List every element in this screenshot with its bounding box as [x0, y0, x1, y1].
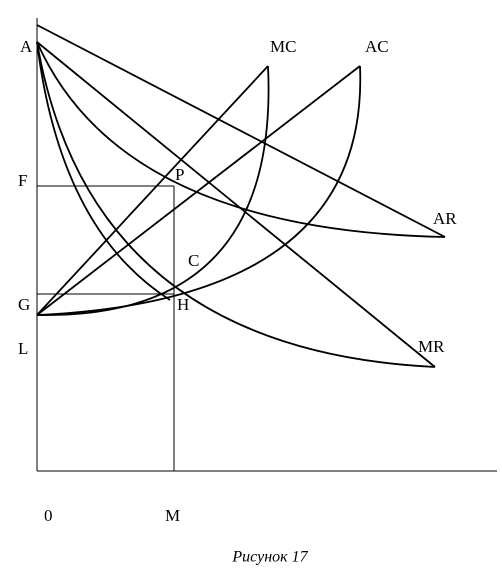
label: AC: [365, 37, 389, 56]
label: C: [188, 251, 199, 270]
mc-line: [36, 65, 269, 316]
ac-line: [36, 65, 361, 316]
caption: Рисунок 17: [231, 549, 308, 566]
ar-line: [36, 24, 446, 238]
label: L: [18, 339, 28, 358]
label: MR: [418, 337, 445, 356]
label: P: [175, 165, 184, 184]
label: G: [18, 295, 30, 314]
label: F: [18, 171, 27, 190]
mc-curve: [36, 65, 270, 316]
ar-curve: [36, 41, 446, 238]
label: M: [165, 506, 180, 525]
label: H: [177, 295, 189, 314]
curve: [36, 41, 171, 301]
label: AR: [433, 209, 457, 228]
label: A: [20, 37, 33, 56]
ac-curve: [36, 65, 362, 316]
mr-curve: [36, 41, 436, 368]
label: 0: [44, 506, 53, 525]
label: MC: [270, 37, 296, 56]
mr-line: [36, 41, 436, 368]
